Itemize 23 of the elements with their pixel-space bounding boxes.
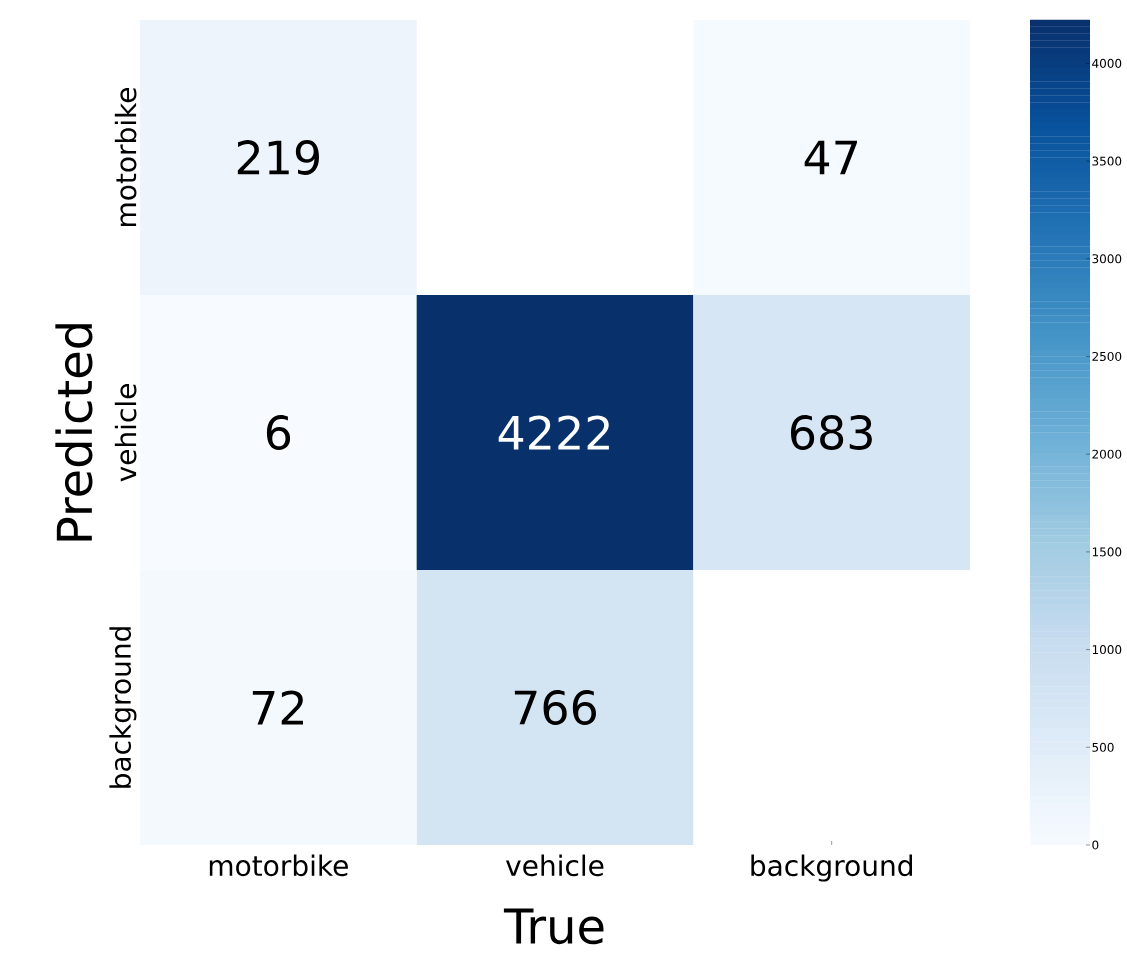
color-bar-label: 1000 <box>1092 645 1122 655</box>
x-axis-title: True <box>503 908 604 945</box>
x-tick-label: motorbike <box>209 854 348 877</box>
x-tick-label: vehicle <box>505 854 604 877</box>
y-axis-title: Predicted <box>55 324 93 541</box>
data-label: 4222 <box>498 415 609 450</box>
color-bar-label: 4000 <box>1092 58 1122 68</box>
data-label: 72 <box>252 690 303 725</box>
color-bar-label: 3000 <box>1092 254 1122 264</box>
color-bar-label: 500 <box>1092 742 1114 752</box>
color-bar-label: 0 <box>1092 840 1099 850</box>
color-bar-label: 2500 <box>1092 351 1122 362</box>
data-label: 47 <box>804 140 857 175</box>
color-bar-label: 3500 <box>1092 156 1122 166</box>
x-tick-label: background <box>751 854 912 882</box>
y-tick-label: motorbike <box>114 87 137 226</box>
data-label: 683 <box>790 415 872 450</box>
data-label: 766 <box>514 690 596 725</box>
data-label: 219 <box>237 140 319 175</box>
color-bar-label: 1500 <box>1092 547 1122 557</box>
data-label: 6 <box>266 415 291 450</box>
y-tick-label: vehicle <box>114 384 137 482</box>
color-bar-label: 2000 <box>1092 449 1122 459</box>
